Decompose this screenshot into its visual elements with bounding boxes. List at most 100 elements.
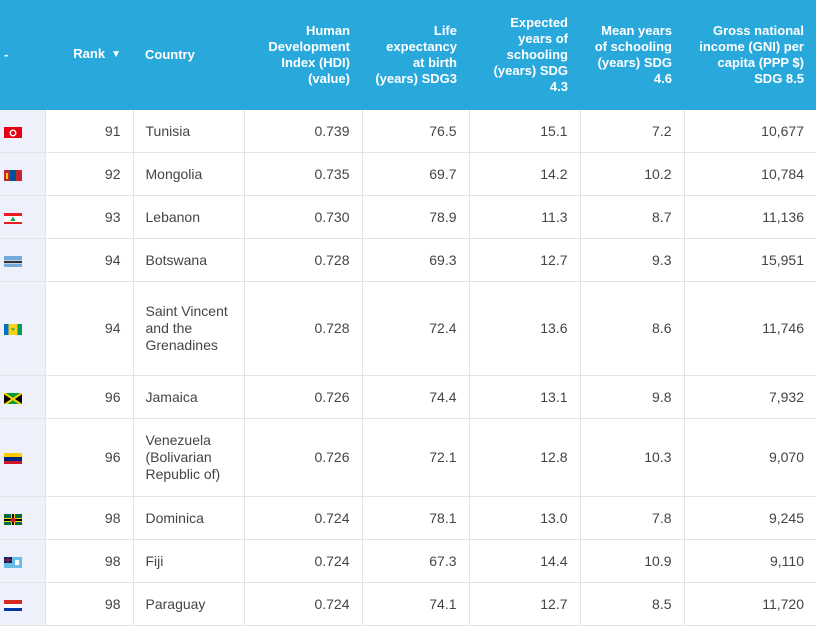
mean-schooling-cell: 10.3	[579, 418, 684, 497]
country-cell: Venezuela (Bolivarian Republic of)	[132, 418, 244, 497]
flag-cell	[0, 418, 45, 497]
gni-cell: 11,136	[683, 195, 816, 239]
life-expectancy-cell: 74.4	[361, 375, 469, 419]
fiji-flag-icon	[4, 556, 22, 568]
hdi-cell: 0.724	[243, 539, 362, 583]
flag-cell	[0, 582, 45, 626]
rank-cell: 92	[44, 152, 133, 196]
header-row: - Rank ▼ Country Human Development Index …	[0, 0, 816, 110]
hdi-cell: 0.726	[243, 418, 362, 497]
mean-schooling-cell: 9.3	[579, 238, 684, 282]
life-expectancy-column-header[interactable]: Life expectancy at birth (years) SDG3	[362, 0, 469, 110]
table-row: 98 Fiji 0.724 67.3 14.4 10.9 9,110	[0, 539, 816, 583]
country-cell: Fiji	[132, 539, 244, 583]
hdi-cell: 0.739	[243, 110, 362, 153]
rank-cell: 91	[44, 110, 133, 153]
hdi-cell: 0.726	[243, 375, 362, 419]
table-row: 98 Paraguay 0.724 74.1 12.7 8.5 11,720	[0, 582, 816, 626]
expected-schooling-cell: 12.7	[468, 238, 580, 282]
rank-header-label: Rank	[73, 46, 106, 61]
expected-schooling-cell: 14.2	[468, 152, 580, 196]
flag-cell	[0, 238, 45, 282]
table-row: 94 Saint Vincent and the Grenadines 0.72…	[0, 281, 816, 376]
rank-cell: 98	[44, 539, 133, 583]
rank-cell: 93	[44, 195, 133, 239]
life-expectancy-cell: 78.9	[361, 195, 469, 239]
gni-cell: 10,677	[683, 110, 816, 153]
mean-schooling-cell: 7.8	[579, 496, 684, 540]
mean-schooling-column-header[interactable]: Mean years of schooling (years) SDG 4.6	[580, 0, 684, 110]
hdi-cell: 0.735	[243, 152, 362, 196]
life-expectancy-cell: 69.3	[361, 238, 469, 282]
gni-cell: 15,951	[683, 238, 816, 282]
life-expectancy-cell: 78.1	[361, 496, 469, 540]
life-expectancy-cell: 72.1	[361, 418, 469, 497]
gni-cell: 9,245	[683, 496, 816, 540]
gni-cell: 9,070	[683, 418, 816, 497]
flag-column-header[interactable]: -	[0, 0, 45, 110]
gni-cell: 11,746	[683, 281, 816, 376]
table-row: 93 Lebanon 0.730 78.9 11.3 8.7 11,136	[0, 195, 816, 239]
rank-cell: 96	[44, 418, 133, 497]
country-cell: Saint Vincent and the Grenadines	[132, 281, 244, 376]
flag-cell	[0, 496, 45, 540]
gni-cell: 9,110	[683, 539, 816, 583]
expected-schooling-cell: 11.3	[468, 195, 580, 239]
expected-schooling-cell: 13.0	[468, 496, 580, 540]
life-expectancy-cell: 74.1	[361, 582, 469, 626]
country-cell: Mongolia	[132, 152, 244, 196]
life-expectancy-cell: 67.3	[361, 539, 469, 583]
life-expectancy-cell: 69.7	[361, 152, 469, 196]
flag-cell	[0, 539, 45, 583]
dominica-flag-icon	[4, 513, 22, 525]
gni-cell: 7,932	[683, 375, 816, 419]
paraguay-flag-icon	[4, 599, 22, 611]
tunisia-flag-icon	[4, 126, 22, 138]
table-row: 96 Jamaica 0.726 74.4 13.1 9.8 7,932	[0, 375, 816, 419]
country-cell: Dominica	[132, 496, 244, 540]
hdi-cell: 0.724	[243, 496, 362, 540]
gni-column-header[interactable]: Gross national income (GNI) per capita (…	[684, 0, 816, 110]
hdi-cell: 0.724	[243, 582, 362, 626]
rank-cell: 94	[44, 281, 133, 376]
flag-cell	[0, 375, 45, 419]
botswana-flag-icon	[4, 255, 22, 267]
table-row: 94 Botswana 0.728 69.3 12.7 9.3 15,951	[0, 238, 816, 282]
mean-schooling-cell: 8.6	[579, 281, 684, 376]
mean-schooling-cell: 10.9	[579, 539, 684, 583]
mean-schooling-cell: 7.2	[579, 110, 684, 153]
mongolia-flag-icon	[4, 169, 22, 181]
flag-cell	[0, 281, 45, 376]
flag-cell	[0, 110, 45, 153]
mean-schooling-cell: 8.7	[579, 195, 684, 239]
flag-cell	[0, 152, 45, 196]
country-column-header[interactable]: Country	[133, 0, 244, 110]
hdi-column-header[interactable]: Human Development Index (HDI) (value)	[244, 0, 362, 110]
rank-cell: 98	[44, 496, 133, 540]
gni-cell: 11,720	[683, 582, 816, 626]
expected-schooling-cell: 14.4	[468, 539, 580, 583]
hdi-cell: 0.728	[243, 281, 362, 376]
expected-schooling-cell: 13.1	[468, 375, 580, 419]
country-cell: Tunisia	[132, 110, 244, 153]
country-cell: Botswana	[132, 238, 244, 282]
rank-column-header[interactable]: Rank ▼	[45, 0, 133, 110]
mean-schooling-cell: 10.2	[579, 152, 684, 196]
hdi-cell: 0.730	[243, 195, 362, 239]
hdi-cell: 0.728	[243, 238, 362, 282]
expected-schooling-column-header[interactable]: Expected years of schooling (years) SDG …	[469, 0, 580, 110]
life-expectancy-cell: 76.5	[361, 110, 469, 153]
mean-schooling-cell: 9.8	[579, 375, 684, 419]
country-cell: Paraguay	[132, 582, 244, 626]
rank-cell: 96	[44, 375, 133, 419]
table-row: 98 Dominica 0.724 78.1 13.0 7.8 9,245	[0, 496, 816, 540]
table-row: 96 Venezuela (Bolivarian Republic of) 0.…	[0, 418, 816, 497]
jamaica-flag-icon	[4, 391, 22, 404]
table-row: 91 Tunisia 0.739 76.5 15.1 7.2 10,677	[0, 110, 816, 153]
country-cell: Lebanon	[132, 195, 244, 239]
flag-cell	[0, 195, 45, 239]
sort-down-icon[interactable]: ▼	[111, 49, 121, 60]
gni-cell: 10,784	[683, 152, 816, 196]
table-row: 92 Mongolia 0.735 69.7 14.2 10.2 10,784	[0, 152, 816, 196]
